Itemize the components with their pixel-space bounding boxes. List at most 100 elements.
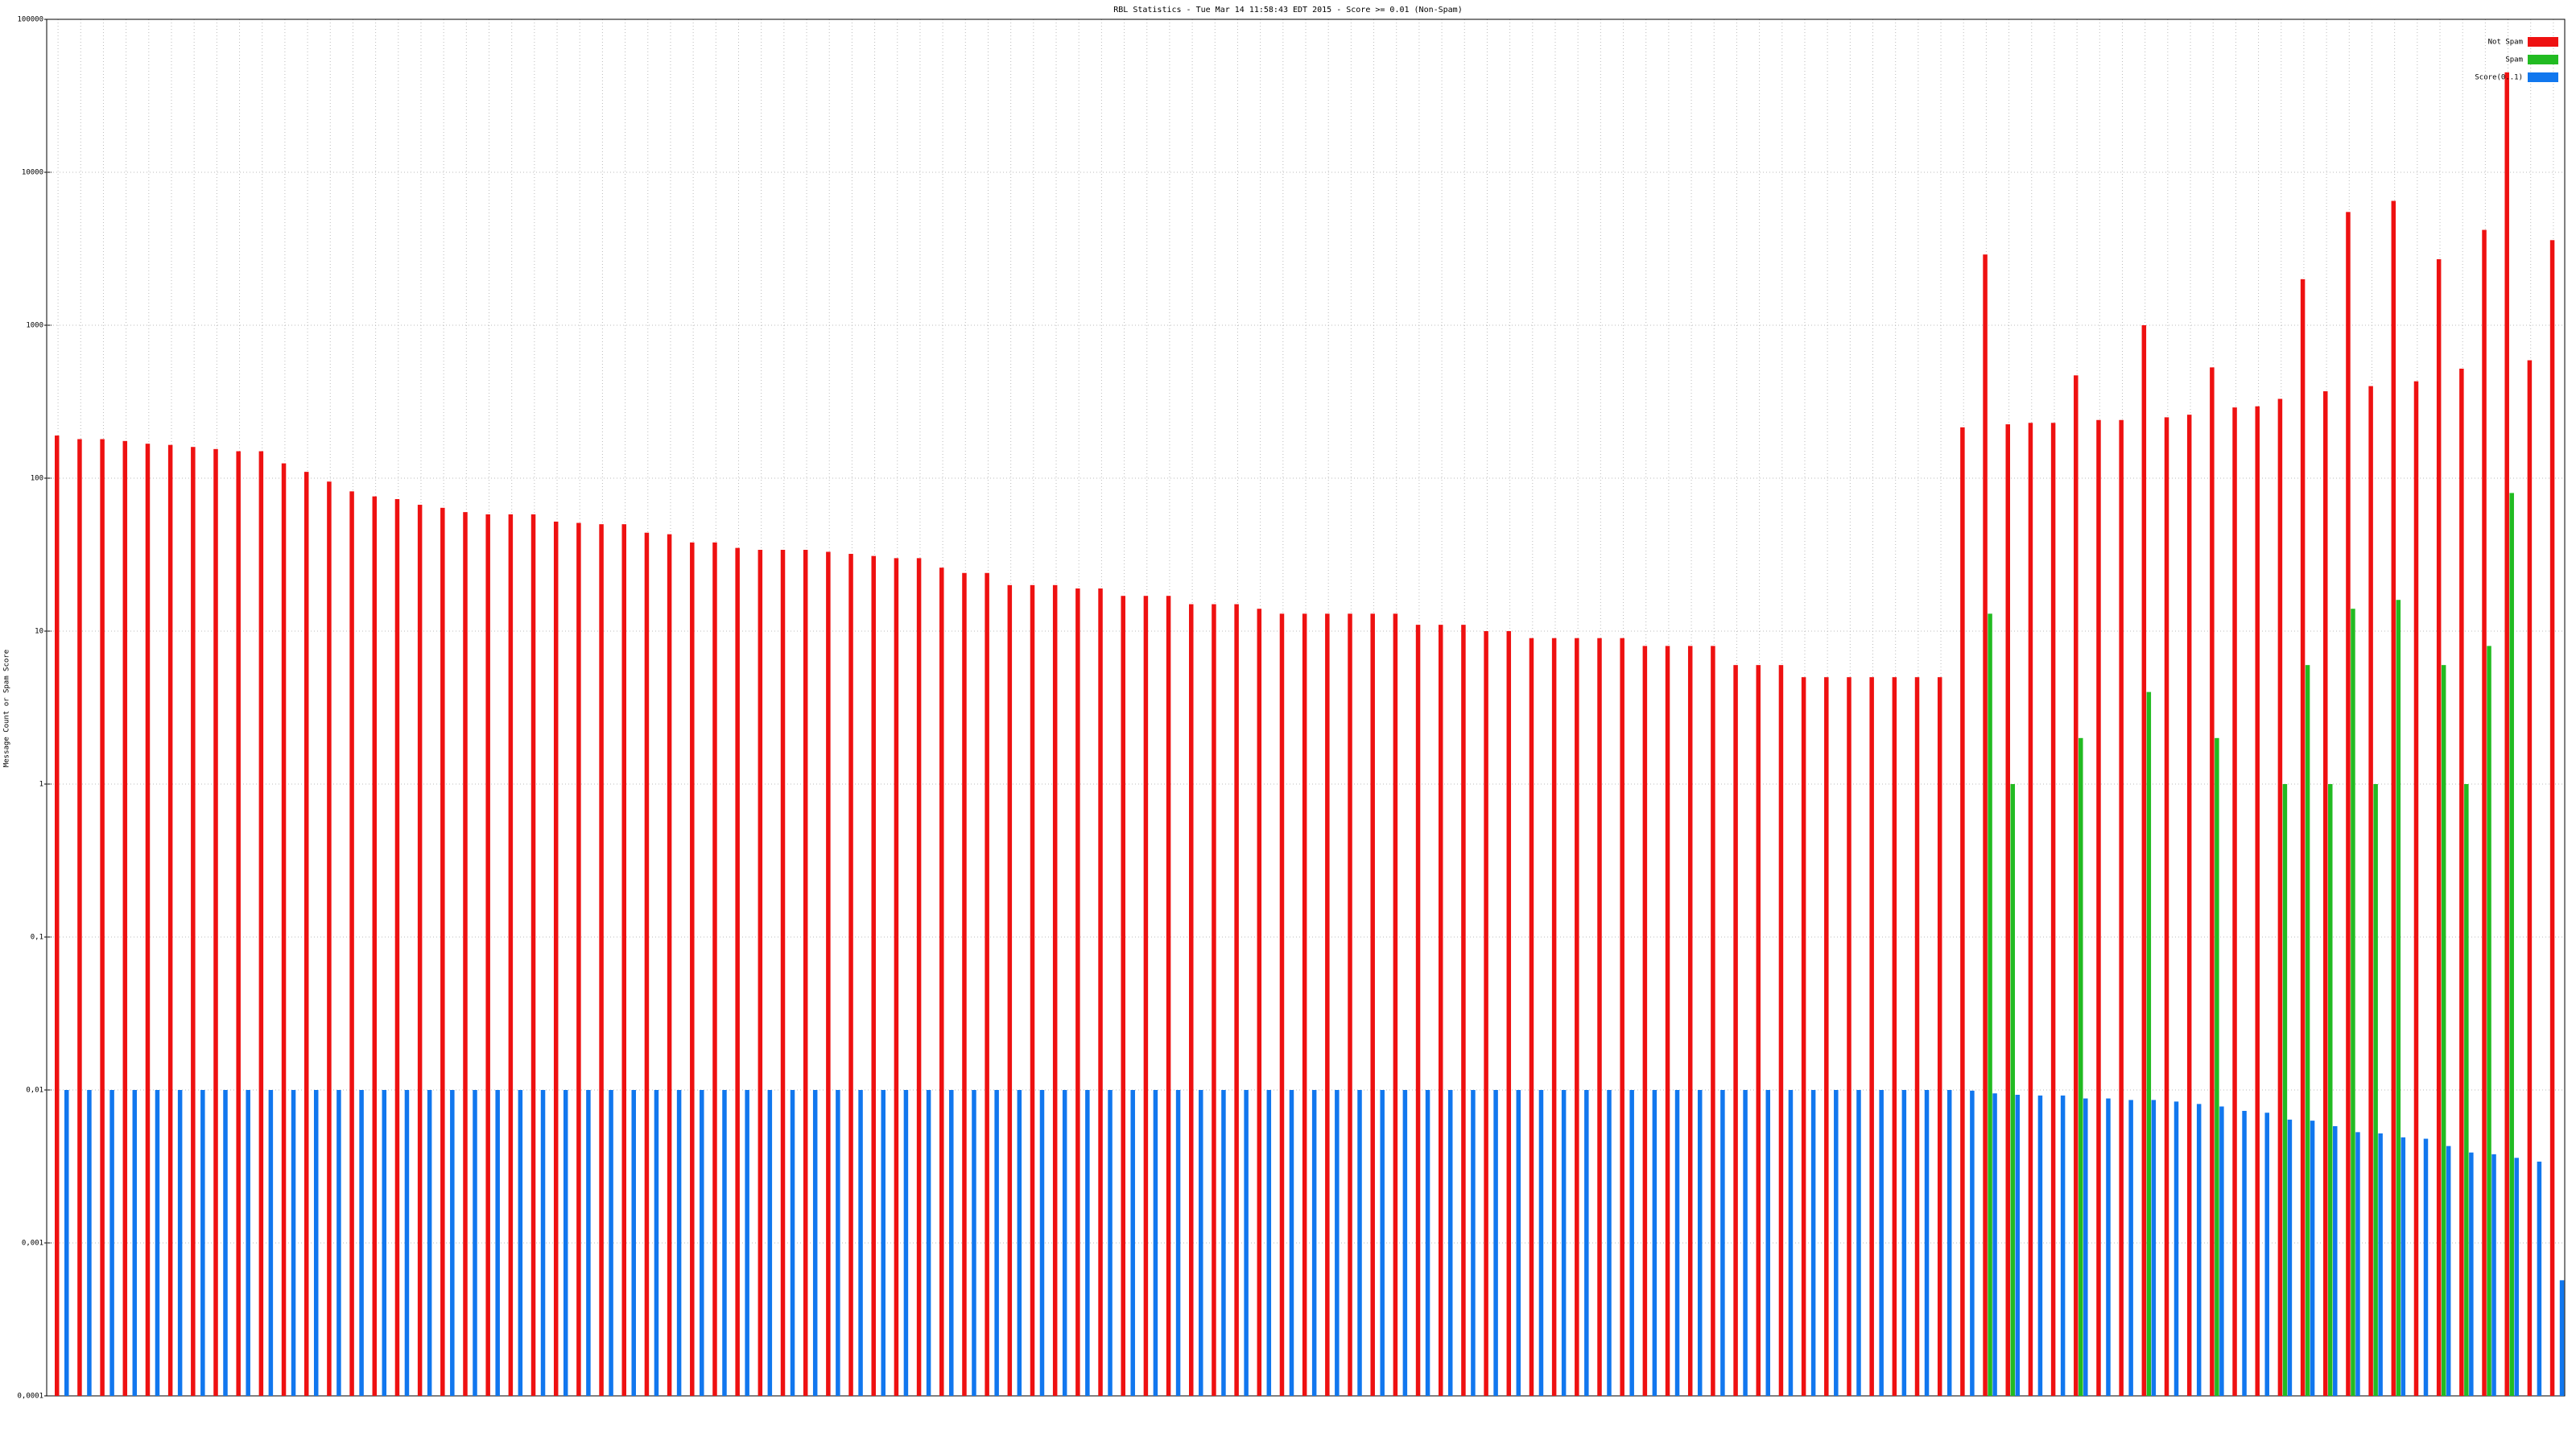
bar xyxy=(1960,427,1965,1396)
bar xyxy=(722,1090,727,1396)
bar xyxy=(450,1090,455,1396)
bar xyxy=(1642,646,1648,1396)
bar xyxy=(2373,784,2378,1396)
bar xyxy=(122,440,128,1396)
bar xyxy=(2186,415,2192,1397)
bar xyxy=(1687,646,1693,1396)
bar xyxy=(700,1090,704,1396)
bar xyxy=(1175,1090,1181,1396)
bar xyxy=(1447,1090,1453,1396)
bar xyxy=(404,1090,410,1396)
bar xyxy=(1098,588,1103,1396)
bar xyxy=(1756,665,1761,1396)
bar xyxy=(1348,613,1352,1396)
bar xyxy=(223,1090,228,1396)
bar xyxy=(2255,406,2260,1396)
bar xyxy=(167,444,173,1397)
bar xyxy=(994,1090,999,1396)
bar xyxy=(1924,1090,1930,1396)
bar xyxy=(1697,1090,1703,1396)
bar xyxy=(2196,1104,2202,1396)
bar xyxy=(1335,1090,1340,1396)
bar xyxy=(440,507,445,1396)
bar xyxy=(2328,784,2333,1396)
bar xyxy=(962,572,967,1396)
bar xyxy=(1665,646,1670,1396)
bar xyxy=(2287,1119,2293,1396)
bar xyxy=(1674,1090,1680,1396)
bar xyxy=(1266,1090,1272,1396)
bar xyxy=(1108,1090,1113,1396)
bar xyxy=(2079,737,2083,1396)
bar xyxy=(336,1090,341,1396)
bar xyxy=(1778,665,1784,1396)
bar xyxy=(155,1090,160,1396)
bar xyxy=(530,514,536,1396)
bar xyxy=(1357,1090,1362,1396)
bar xyxy=(1879,1090,1884,1396)
bar xyxy=(667,534,672,1396)
bar xyxy=(2174,1101,2179,1396)
bar xyxy=(2355,1132,2360,1396)
bar xyxy=(939,568,944,1397)
bar xyxy=(1393,613,1398,1396)
y-tick-label: 1000 xyxy=(26,322,43,330)
bar xyxy=(1788,1090,1794,1396)
bar xyxy=(1325,613,1330,1396)
bar xyxy=(1743,1090,1748,1396)
bar xyxy=(1257,609,1262,1396)
bar xyxy=(1988,613,1992,1396)
bar xyxy=(1493,1090,1498,1396)
bar xyxy=(191,447,196,1396)
bar xyxy=(1039,1090,1045,1396)
bar xyxy=(2436,259,2442,1396)
bar xyxy=(1130,1090,1135,1396)
y-tick-label: 1 xyxy=(39,781,43,789)
bar xyxy=(1801,677,1806,1396)
bar xyxy=(359,1090,364,1396)
bar xyxy=(621,524,627,1396)
bar xyxy=(109,1090,114,1396)
bar xyxy=(268,1090,274,1396)
bar xyxy=(926,1090,931,1396)
bar xyxy=(2423,1138,2429,1396)
bar xyxy=(599,524,604,1396)
bar xyxy=(77,439,82,1396)
bar xyxy=(2050,423,2056,1396)
bar xyxy=(1380,1090,1385,1396)
bar xyxy=(291,1090,296,1396)
bar xyxy=(1992,1093,1997,1396)
y-tick-label: 100000 xyxy=(17,16,43,24)
bar xyxy=(1847,677,1852,1396)
bar xyxy=(2446,1146,2451,1396)
bar xyxy=(1892,677,1897,1396)
bar xyxy=(349,491,354,1396)
bar xyxy=(1311,1090,1317,1396)
bar xyxy=(1529,638,1534,1396)
y-tick-label: 10000 xyxy=(22,169,43,177)
bar xyxy=(1946,1090,1952,1396)
bar xyxy=(2509,493,2514,1397)
bar xyxy=(2210,367,2215,1396)
bar xyxy=(1629,1090,1634,1396)
bar xyxy=(1166,596,1171,1396)
bar xyxy=(2215,737,2219,1396)
bar xyxy=(858,1090,863,1396)
bar xyxy=(236,451,241,1396)
bar xyxy=(1856,1090,1861,1396)
bar xyxy=(372,496,378,1396)
bar xyxy=(1075,588,1080,1396)
bar xyxy=(55,436,60,1396)
bar xyxy=(609,1090,613,1396)
legend-label: Spam xyxy=(2505,56,2523,64)
bar xyxy=(2333,1125,2338,1396)
bar xyxy=(177,1090,183,1396)
bar xyxy=(1824,677,1829,1396)
bar xyxy=(1370,613,1375,1396)
bar xyxy=(1461,625,1466,1396)
bar xyxy=(826,551,831,1396)
bar xyxy=(2323,391,2328,1396)
bar xyxy=(382,1090,387,1396)
bar xyxy=(2504,72,2509,1396)
bar xyxy=(508,514,514,1396)
